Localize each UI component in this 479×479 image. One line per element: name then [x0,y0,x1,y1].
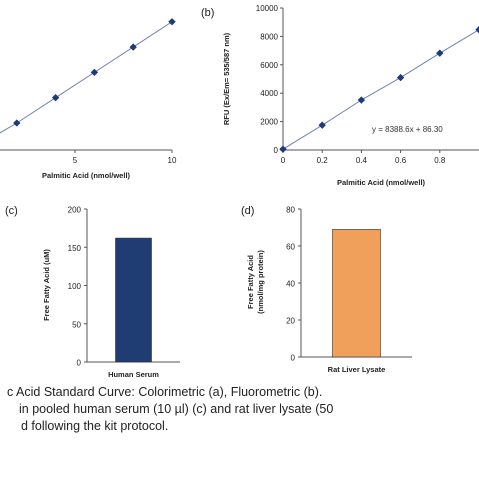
chart-b-y-tick-label: 10000 [256,4,279,13]
chart-a-x-label: Palmitic Acid (nmol/well) [42,171,131,180]
chart-c-category-label: Human Serum [108,370,159,379]
chart-b: (b) 0 2000 4000 6000 8000 10000 0 0.2 0.4 0.6 0.8… [201,4,479,187]
chart-b-y-tick-label: 2000 [260,118,278,127]
chart-b-x-label: Palmitic Acid (nmol/well) [337,178,426,187]
chart-b-point [279,145,287,153]
chart-d-y-label-line2: (nmol/mg protein) [256,250,265,314]
chart-d-y-tick-label: 0 [291,354,296,363]
chart-b-x-tick-label: 0.4 [356,156,368,165]
chart-b-point [436,49,444,57]
chart-d: (d) 0 20 40 60 80 Rat Liver Lysate Free Fatt… [241,205,412,374]
chart-d-bar [332,229,381,358]
chart-b-x-tick-label: 0.6 [395,156,407,165]
chart-a-point [90,68,99,77]
chart-b-y-tick-label: 8000 [260,32,278,41]
chart-a-x-tick-label: 5 [73,156,78,165]
chart-b-point [475,26,479,34]
chart-b-equation: y = 8388.6x + 86.30 [372,125,443,134]
chart-b-panel-label: (b) [201,7,214,19]
chart-b-point [396,73,405,82]
chart-c-y-tick-label: 150 [68,244,82,253]
chart-b-y-ticks: 0 2000 4000 6000 8000 10000 [256,4,283,155]
chart-d-y-tick-label: 20 [286,317,295,326]
chart-d-categories: Rat Liver Lysate [328,365,386,374]
chart-d-panel-label: (d) [241,205,254,217]
chart-a: 5 10 Palmitic Acid (nmol/well) [0,18,177,180]
chart-b-x-ticks: 0 0.2 0.4 0.6 0.8 [281,150,446,165]
chart-d-y-tick-label: 80 [286,206,295,215]
chart-b-x-tick-label: 0.8 [434,156,446,165]
chart-b-point [318,121,326,129]
chart-b-y-tick-label: 6000 [260,61,278,70]
chart-b-y-tick-label: 0 [274,146,279,155]
chart-c-y-label: Free Fatty Acid (uM) [42,249,51,321]
caption-line-1: c Acid Standard Curve: Colorimetric (a),… [7,385,323,399]
chart-b-series-line [282,29,479,150]
chart-b-point [357,96,366,104]
caption-line-2: in pooled human serum (10 µl) (c) and ra… [19,402,334,416]
caption-line-3: d following the kit protocol. [21,419,169,433]
chart-c-y-tick-label: 0 [77,359,82,368]
figure-caption: c Acid Standard Curve: Colorimetric (a),… [0,384,479,435]
figure: 5 10 Palmitic Acid (nmol/well) (b) 020004… [0,4,479,379]
chart-c-y-tick-label: 100 [68,282,82,291]
chart-c: (c) 0 50 100 150 200 Human Serum Free Fatty … [5,205,180,379]
chart-b-y-tick-label: 4000 [260,89,278,98]
chart-a-point [168,18,176,26]
chart-d-y-tick-label: 40 [286,280,295,289]
chart-c-y-tick-label: 50 [72,320,81,329]
chart-a-point [129,43,137,51]
chart-b-y-label: RFU (Ex/Em= 535/587 nm) [222,32,231,125]
chart-b-x-tick-label: 0.2 [317,156,329,165]
chart-c-bars [115,237,152,363]
chart-a-series-line [0,21,173,134]
chart-d-y-label-line1: Free Fatty Acid [246,255,255,309]
chart-d-y-ticks: 0 20 40 60 80 [286,206,301,363]
chart-a-x-tick-label: 10 [168,156,177,165]
chart-c-y-tick-label: 200 [68,206,82,215]
chart-a-point [13,119,21,127]
chart-c-panel-label: (c) [5,205,18,217]
chart-a-points [13,18,176,127]
chart-c-categories: Human Serum [108,370,159,379]
chart-c-bar [115,237,152,363]
chart-a-point [51,94,60,102]
chart-d-y-tick-label: 60 [286,243,295,252]
chart-c-y-ticks: 0 50 100 150 200 [68,206,87,368]
chart-d-bars [332,229,381,358]
chart-a-x-ticks: 5 10 [73,150,177,165]
chart-d-category-label: Rat Liver Lysate [328,365,386,374]
chart-b-x-tick-label: 0 [281,156,286,165]
